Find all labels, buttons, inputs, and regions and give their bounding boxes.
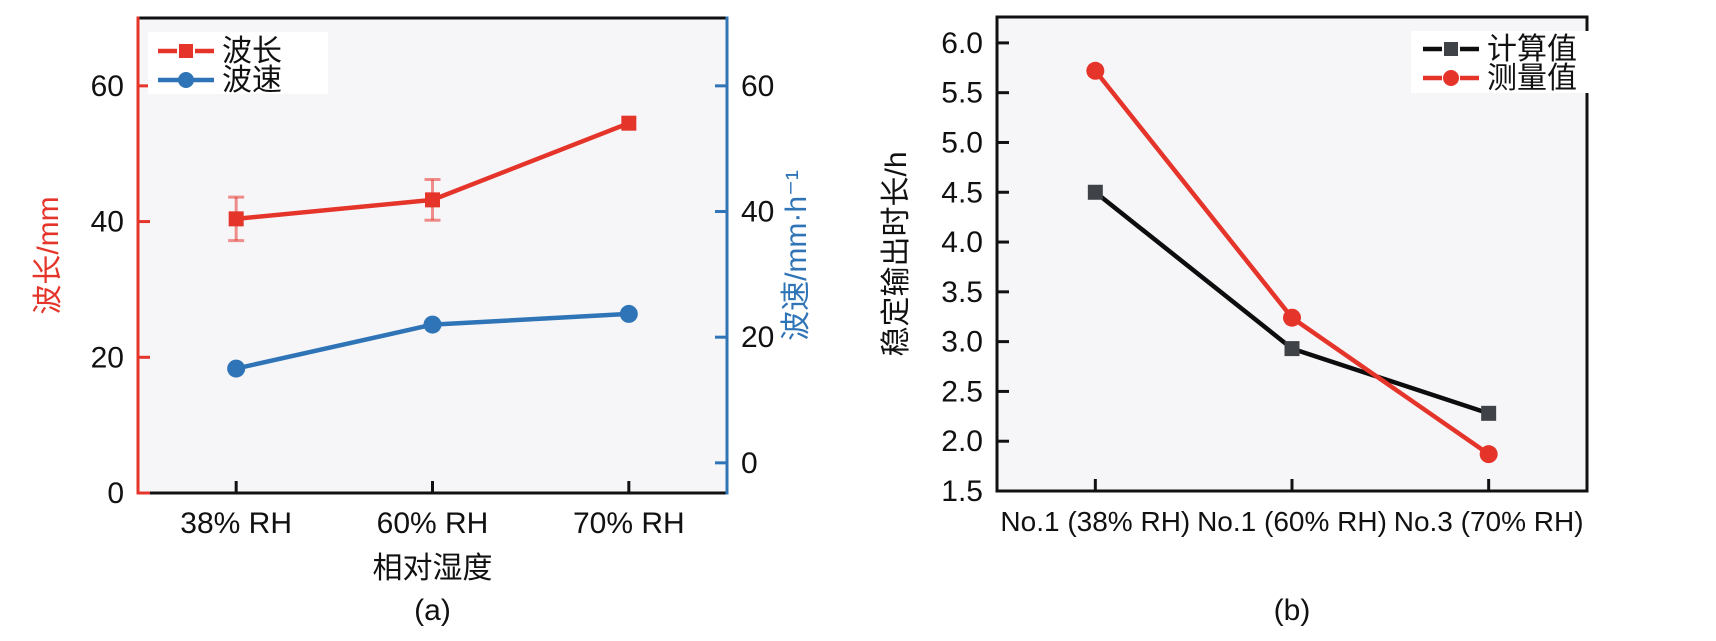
legend-label: 波速	[222, 64, 282, 97]
legend-label: 波长	[222, 35, 282, 68]
y-axis-title: 稳定输出时长/h	[880, 151, 913, 356]
caption-b: (b)	[1273, 594, 1311, 627]
legend-background	[1411, 31, 1589, 93]
data-point-square	[179, 44, 193, 58]
data-point-circle	[227, 359, 246, 378]
y2-axis-title: 波速/mm·h⁻¹	[780, 170, 813, 341]
data-point-circle	[1479, 445, 1498, 464]
chart-a: 38% RH 60% RH 70% RH 0 20 40 60 0 20 40 60 波长/mm 波速/…	[32, 16, 813, 585]
legend-label: 测量值	[1487, 62, 1577, 95]
chart-b: No.1 (38% RH) No.1 (60% RH) No.3 (70% RH) 1…	[880, 15, 1589, 537]
data-point-circle	[1283, 308, 1301, 327]
data-point-square	[1087, 184, 1103, 200]
data-point-circle	[423, 315, 442, 334]
y-tick-label: 40	[91, 206, 124, 239]
y-tick-label: 5.5	[941, 77, 983, 110]
data-point-circle	[619, 304, 638, 323]
y-axis-title: 波长/mm	[32, 196, 65, 314]
data-point-circle	[1086, 61, 1105, 80]
y-tick-label: 5.0	[941, 126, 983, 159]
x-tick-label: No.3 (70% RH)	[1394, 506, 1584, 537]
y2-tick-label: 60	[741, 70, 774, 103]
data-point-square	[425, 192, 440, 208]
data-point-square	[1444, 42, 1458, 56]
data-point-square	[1284, 341, 1300, 357]
y-tick-label: 0	[107, 477, 124, 510]
x-tick-label: No.1 (38% RH)	[1000, 506, 1190, 537]
y-tick-label: 3.0	[941, 326, 983, 359]
legend-background	[148, 32, 328, 94]
legend-label: 计算值	[1487, 33, 1577, 66]
data-point-circle	[1443, 70, 1459, 86]
x-tick-label: 70% RH	[573, 507, 685, 540]
data-point-square	[228, 211, 244, 227]
y-tick-label: 4.5	[941, 176, 983, 209]
caption-a: (a)	[414, 594, 451, 627]
y2-tick-label: 0	[741, 447, 758, 480]
y-tick-label: 6.0	[941, 27, 983, 60]
y-tick-label: 1.5	[941, 475, 983, 508]
x-tick-label: 38% RH	[180, 507, 292, 540]
y-tick-label: 20	[91, 341, 124, 374]
y2-tick-label: 40	[741, 196, 774, 229]
y-tick-label: 2.5	[941, 375, 983, 408]
y2-tick-label: 20	[741, 321, 774, 354]
x-tick-label: 60% RH	[377, 507, 489, 540]
x-tick-label: No.1 (60% RH)	[1197, 506, 1387, 537]
plot-area	[138, 18, 727, 493]
y-tick-label: 4.0	[941, 226, 983, 259]
data-point-square	[621, 115, 637, 131]
data-point-square	[1481, 405, 1497, 421]
y-tick-label: 60	[91, 70, 124, 103]
y-tick-label: 3.5	[941, 276, 983, 309]
y-tick-label: 2.0	[941, 425, 983, 458]
x-axis-title: 相对湿度	[373, 552, 493, 585]
data-point-circle	[178, 72, 194, 88]
